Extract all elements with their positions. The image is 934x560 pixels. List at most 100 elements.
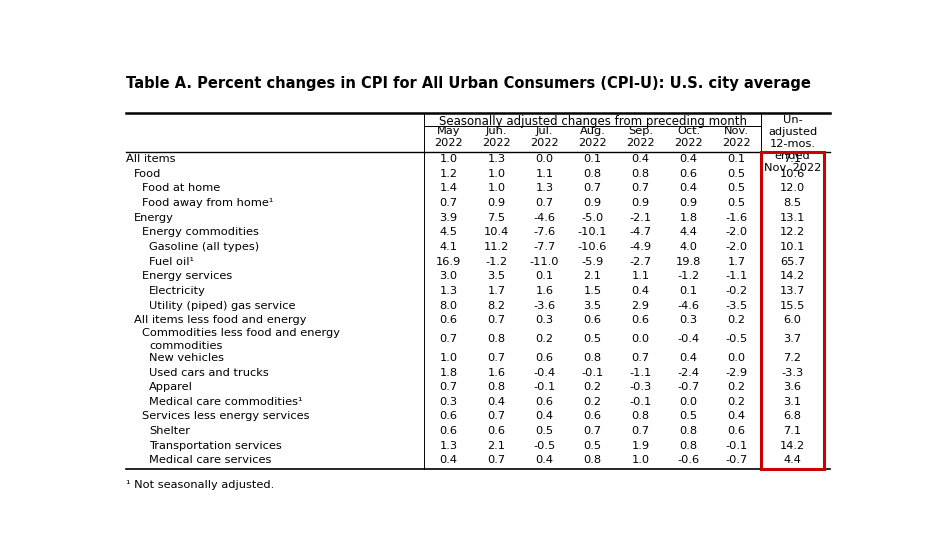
Text: Energy: Energy — [134, 213, 174, 223]
Text: 0.9: 0.9 — [631, 198, 650, 208]
Text: 0.2: 0.2 — [584, 382, 601, 392]
Text: -0.4: -0.4 — [678, 334, 700, 344]
Text: 0.1: 0.1 — [584, 154, 601, 164]
Text: 3.7: 3.7 — [784, 334, 801, 344]
Text: 0.8: 0.8 — [584, 455, 601, 465]
Text: 0.4: 0.4 — [631, 154, 650, 164]
Text: 0.2: 0.2 — [728, 397, 745, 407]
Text: 0.6: 0.6 — [584, 315, 601, 325]
Text: 4.5: 4.5 — [440, 227, 458, 237]
Text: 0.8: 0.8 — [488, 382, 505, 392]
Text: 0.5: 0.5 — [680, 412, 698, 421]
Text: 0.4: 0.4 — [680, 353, 698, 363]
Text: -0.7: -0.7 — [726, 455, 748, 465]
Text: Gasoline (all types): Gasoline (all types) — [149, 242, 260, 252]
Text: -3.3: -3.3 — [782, 367, 803, 377]
Text: 0.8: 0.8 — [631, 412, 650, 421]
Text: 14.2: 14.2 — [780, 271, 805, 281]
Text: Table A. Percent changes in CPI for All Urban Consumers (CPI-U): U.S. city avera: Table A. Percent changes in CPI for All … — [126, 76, 811, 91]
Text: 1.6: 1.6 — [488, 367, 505, 377]
Text: 0.8: 0.8 — [680, 441, 698, 451]
Text: 0.6: 0.6 — [584, 412, 601, 421]
Text: -5.9: -5.9 — [582, 256, 603, 267]
Text: 0.6: 0.6 — [680, 169, 698, 179]
Text: 4.4: 4.4 — [784, 455, 801, 465]
Text: 0.6: 0.6 — [631, 315, 650, 325]
Text: Seasonally adjusted changes from preceding month: Seasonally adjusted changes from precedi… — [439, 115, 746, 128]
Text: 6.8: 6.8 — [784, 412, 801, 421]
Text: 0.0: 0.0 — [680, 397, 698, 407]
Text: 0.8: 0.8 — [488, 334, 505, 344]
Text: 0.6: 0.6 — [440, 412, 458, 421]
Text: 1.0: 1.0 — [631, 455, 650, 465]
Text: 8.0: 8.0 — [439, 301, 458, 310]
Text: 12.2: 12.2 — [780, 227, 805, 237]
Text: -10.1: -10.1 — [578, 227, 607, 237]
Text: -3.5: -3.5 — [726, 301, 748, 310]
Text: -0.4: -0.4 — [533, 367, 556, 377]
Text: 0.7: 0.7 — [439, 382, 458, 392]
Text: 0.4: 0.4 — [440, 455, 458, 465]
Text: 12.0: 12.0 — [780, 184, 805, 193]
Text: All items: All items — [126, 154, 176, 164]
Text: 0.7: 0.7 — [631, 184, 650, 193]
Text: 1.9: 1.9 — [631, 441, 650, 451]
Text: 0.7: 0.7 — [631, 353, 650, 363]
Text: -1.1: -1.1 — [726, 271, 748, 281]
Text: 11.2: 11.2 — [484, 242, 509, 252]
Text: 0.7: 0.7 — [439, 334, 458, 344]
Text: 0.6: 0.6 — [440, 315, 458, 325]
Text: 0.3: 0.3 — [680, 315, 698, 325]
Text: 15.5: 15.5 — [780, 301, 805, 310]
Text: 1.0: 1.0 — [439, 154, 458, 164]
Text: Utility (piped) gas service: Utility (piped) gas service — [149, 301, 296, 310]
Text: 0.4: 0.4 — [728, 412, 745, 421]
Text: Electricity: Electricity — [149, 286, 206, 296]
Text: 1.8: 1.8 — [680, 213, 698, 223]
Text: 1.1: 1.1 — [631, 271, 650, 281]
Text: All items less food and energy: All items less food and energy — [134, 315, 306, 325]
Text: 0.8: 0.8 — [584, 353, 601, 363]
Text: -7.7: -7.7 — [533, 242, 556, 252]
Text: 0.2: 0.2 — [584, 397, 601, 407]
Text: 7.1: 7.1 — [784, 426, 801, 436]
Text: -2.0: -2.0 — [726, 242, 748, 252]
Text: 3.9: 3.9 — [439, 213, 458, 223]
Text: 8.5: 8.5 — [784, 198, 801, 208]
Text: commodities: commodities — [149, 340, 222, 351]
Text: 7.5: 7.5 — [488, 213, 505, 223]
Text: ¹ Not seasonally adjusted.: ¹ Not seasonally adjusted. — [126, 480, 275, 490]
Text: 0.4: 0.4 — [535, 455, 554, 465]
Text: -4.9: -4.9 — [630, 242, 652, 252]
Text: 0.4: 0.4 — [680, 184, 698, 193]
Text: -0.1: -0.1 — [533, 382, 556, 392]
Text: 0.9: 0.9 — [584, 198, 601, 208]
Text: Shelter: Shelter — [149, 426, 191, 436]
Text: 0.6: 0.6 — [440, 426, 458, 436]
Text: -4.7: -4.7 — [630, 227, 652, 237]
Text: -5.0: -5.0 — [582, 213, 603, 223]
Text: -0.7: -0.7 — [677, 382, 700, 392]
Text: 0.8: 0.8 — [680, 426, 698, 436]
Text: Medical care commodities¹: Medical care commodities¹ — [149, 397, 303, 407]
Text: -2.4: -2.4 — [678, 367, 700, 377]
Text: 0.2: 0.2 — [535, 334, 554, 344]
Text: 1.6: 1.6 — [535, 286, 554, 296]
Text: -2.1: -2.1 — [630, 213, 652, 223]
Text: -0.1: -0.1 — [630, 397, 652, 407]
Text: 0.9: 0.9 — [488, 198, 505, 208]
Text: Commodities less food and energy: Commodities less food and energy — [142, 328, 340, 338]
Text: -7.6: -7.6 — [533, 227, 556, 237]
Text: 1.0: 1.0 — [488, 184, 505, 193]
Text: 0.7: 0.7 — [488, 315, 505, 325]
Text: 0.6: 0.6 — [728, 426, 745, 436]
Text: 10.1: 10.1 — [780, 242, 805, 252]
Text: 65.7: 65.7 — [780, 256, 805, 267]
Text: 4.1: 4.1 — [440, 242, 458, 252]
Text: 0.3: 0.3 — [535, 315, 554, 325]
Text: -2.7: -2.7 — [630, 256, 652, 267]
Text: 3.5: 3.5 — [488, 271, 505, 281]
Text: -0.6: -0.6 — [678, 455, 700, 465]
Text: 0.4: 0.4 — [680, 154, 698, 164]
Text: 7.1: 7.1 — [784, 154, 801, 164]
